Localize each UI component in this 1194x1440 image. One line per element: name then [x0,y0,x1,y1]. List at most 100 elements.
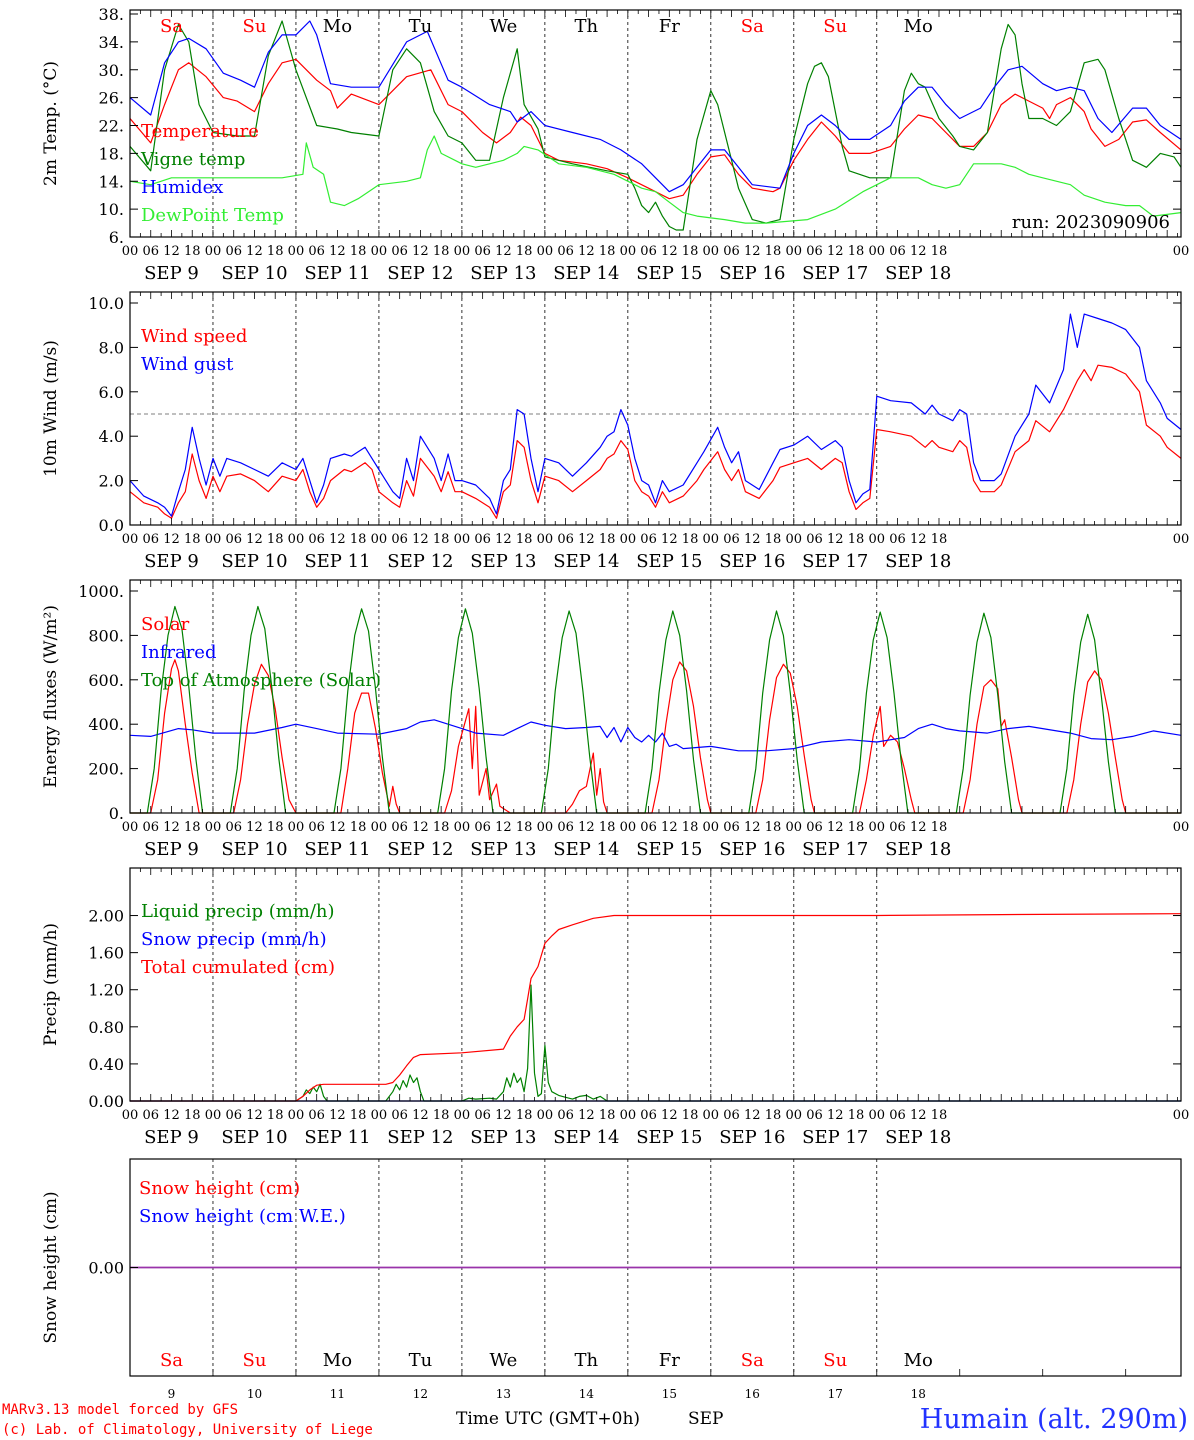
y-tick-label: 2.00 [88,907,124,926]
hour-label: 12 [744,1108,761,1123]
hour-label: 12 [495,820,512,835]
hour-label: 00 [537,532,554,547]
series-line-green [129,20,1182,231]
y-tick-label: 34. [99,33,124,52]
date-label: SEP 18 [885,263,951,284]
series-line-red [129,58,1182,200]
hour-label: 12 [661,820,678,835]
y-axis-title-precip: Precip (mm/h) [41,923,61,1046]
hour-label: 18 [682,244,699,259]
hour-label: 06 [557,1108,574,1123]
date-label: SEP 14 [553,263,619,284]
hour-label: 18 [599,820,616,835]
hour-label: 00 [703,820,720,835]
date-label: SEP 12 [387,263,453,284]
legend-red: Snow height (cm) [139,1178,300,1199]
date-label: SEP 18 [885,1127,951,1148]
date-label: SEP 12 [387,839,453,860]
hour-label: 18 [848,820,865,835]
hour-label: 00 [454,244,471,259]
hour-label: 18 [267,1108,284,1123]
hour-label: 12 [827,244,844,259]
hour-label: 06 [308,1108,325,1123]
hour-label: 06 [474,244,491,259]
series-line-blue [129,719,1182,752]
legend-red: Total cumulated (cm) [141,957,335,978]
hour-label: 00 [620,244,637,259]
y-tick-label: 6.0 [99,383,124,402]
hour-label: 18 [848,532,865,547]
hour-label: 00 [537,1108,554,1123]
day-number: 11 [330,1387,345,1401]
date-label: SEP 13 [470,263,536,284]
series-line-blue [129,20,1182,193]
hour-label: 18 [599,244,616,259]
hour-label: 00 [122,820,139,835]
hour-label: 18 [350,532,367,547]
hour-label: 06 [889,820,906,835]
hour-label: 12 [329,244,346,259]
date-label: SEP 10 [221,1127,287,1148]
hour-label: 06 [225,244,242,259]
hour-label: 00 [1173,820,1190,835]
legend-blue: Infrared [141,642,216,663]
legend-blue: Humidex [141,177,223,198]
hour-label: 06 [640,532,657,547]
hour-label: 18 [931,820,948,835]
hour-label: 06 [723,532,740,547]
text-layer: 6. 10. 14. 18. 22. 26. 30. 34. 38. 2m Temp. (°C) T… [41,5,1189,1401]
hour-label: 00 [205,532,222,547]
hour-label: 12 [744,244,761,259]
hour-label: 06 [640,820,657,835]
hour-label: 12 [661,1108,678,1123]
hour-label: 12 [412,244,429,259]
hour-label: 00 [1173,532,1190,547]
hour-label: 18 [433,532,450,547]
weekday-label: Mo [323,1350,352,1371]
hour-label: 06 [225,532,242,547]
legend-lime: DewPoint Temp [141,205,284,226]
hour-label: 18 [848,244,865,259]
hour-label: 00 [703,532,720,547]
weekday-label: Sa [741,16,764,37]
date-label: SEP 9 [144,1127,199,1148]
y-tick-label: 0.00 [88,1259,124,1278]
hour-label: 12 [910,532,927,547]
weekday-label: Su [242,1350,266,1371]
hour-label: 12 [246,532,263,547]
hour-label: 12 [412,532,429,547]
hour-label: 12 [744,820,761,835]
y-tick-label: 0.0 [99,516,124,535]
hour-label: 18 [682,1108,699,1123]
weekday-label: We [490,16,518,37]
hour-label: 12 [578,244,595,259]
date-label: SEP 16 [719,263,785,284]
credit-line-1: MARv3.13 model forced by GFS [2,1402,238,1418]
panel-frame-energy [129,579,1182,814]
hour-label: 06 [557,532,574,547]
day-number: 10 [247,1387,262,1401]
hour-label: 06 [225,820,242,835]
weekday-label: Sa [741,1350,764,1371]
hour-label: 18 [267,532,284,547]
hour-label: 18 [931,532,948,547]
y-tick-label: 30. [99,61,124,80]
hour-label: 06 [889,532,906,547]
y-tick-label: 0. [109,804,124,823]
hour-label: 00 [786,820,803,835]
hour-label: 12 [329,532,346,547]
date-label: SEP 15 [636,839,702,860]
hour-label: 12 [910,1108,927,1123]
hour-label: 00 [205,820,222,835]
hour-label: 18 [350,1108,367,1123]
hour-label: 00 [786,244,803,259]
hour-label: 06 [308,532,325,547]
hour-label: 06 [391,532,408,547]
hour-label: 06 [142,532,159,547]
weekday-label: Su [242,16,266,37]
date-label: SEP 12 [387,1127,453,1148]
hour-label: 06 [391,820,408,835]
hour-label: 00 [868,820,885,835]
frame-layer [129,9,1182,1377]
legend-blue: Wind gust [141,354,234,375]
